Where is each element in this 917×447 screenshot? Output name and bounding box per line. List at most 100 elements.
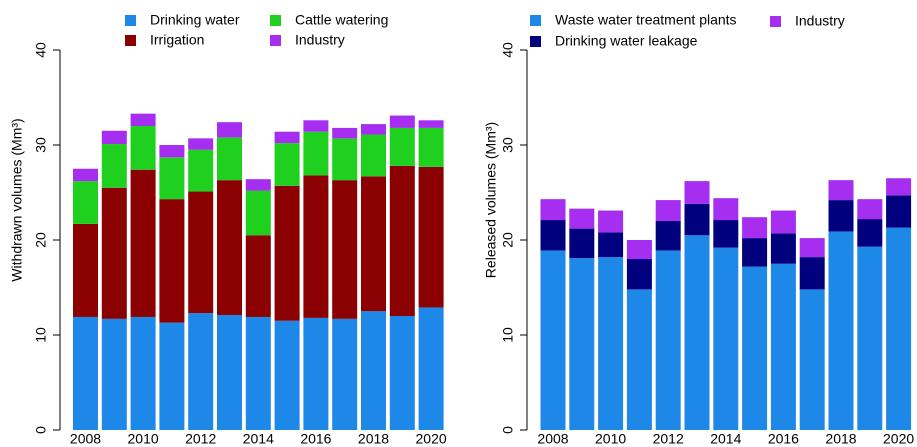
bar-segment (418, 120, 444, 128)
legend-swatch (530, 36, 541, 47)
x-tick-label: 2012 (185, 431, 216, 447)
bar-segment (217, 122, 242, 138)
bar-segment (303, 131, 329, 176)
legend-swatch (125, 15, 136, 26)
bar-segment (303, 175, 329, 318)
bar-segment (418, 166, 444, 308)
legend-label: Drinking water leakage (555, 33, 698, 49)
bar-segment (159, 157, 185, 200)
bar-segment (188, 149, 214, 192)
y-axis-label: Released volumes (Mm³) (483, 122, 499, 278)
bar-segment (886, 195, 912, 228)
bar-segment (303, 317, 329, 430)
legend-label: Cattle watering (295, 12, 388, 28)
y-tick-label: 20 (33, 232, 49, 248)
bar-segment (569, 258, 595, 430)
bar-segment (101, 318, 127, 430)
bar-segment (684, 235, 710, 430)
bar-segment (770, 263, 796, 430)
x-tick-label: 2010 (128, 431, 159, 447)
bar-segment (245, 316, 271, 430)
bar-segment (799, 257, 825, 290)
bar-segment (332, 138, 358, 181)
bar-segment (188, 313, 214, 430)
bar-segment (217, 180, 242, 316)
bar-segment (598, 210, 624, 233)
legend-swatch (770, 16, 781, 27)
x-tick-label: 2016 (768, 431, 799, 447)
legend-swatch (530, 15, 541, 26)
y-tick-label: 20 (500, 232, 516, 248)
legend-label: Waste water treatment plants (555, 12, 737, 28)
bar-segment (713, 220, 739, 248)
bar-segment (799, 238, 825, 258)
bar-segment (418, 127, 444, 167)
bar-segment (361, 176, 386, 312)
bar-segment (828, 200, 854, 232)
bar-segment (332, 318, 358, 430)
legend-label: Industry (795, 13, 845, 29)
bar-segment (626, 240, 652, 259)
x-tick-label: 2014 (710, 431, 741, 447)
legend-swatch (270, 35, 281, 46)
bar-segment (274, 131, 300, 144)
bar-segment (130, 113, 156, 126)
x-tick-label: 2020 (416, 431, 447, 447)
bar-segment (684, 203, 710, 236)
y-axis-label: Withdrawn volumes (Mm³) (9, 118, 25, 281)
y-tick-label: 40 (500, 42, 516, 58)
bar-segment (540, 250, 566, 430)
bar-segment (684, 181, 710, 204)
bar-segment (713, 198, 739, 221)
bar-segment (886, 178, 912, 196)
x-tick-label: 2012 (653, 431, 684, 447)
bar-segment (598, 257, 624, 430)
bar-segment (828, 231, 854, 430)
x-tick-label: 2016 (300, 431, 331, 447)
bar-segment (569, 228, 595, 259)
bar-segment (799, 289, 825, 430)
bar-segment (598, 232, 624, 258)
bar-segment (770, 210, 796, 234)
legend-swatch (125, 35, 136, 46)
y-tick-label: 10 (500, 327, 516, 343)
x-tick-label: 2008 (537, 431, 568, 447)
y-tick-label: 0 (33, 426, 49, 434)
legend-label: Drinking water (150, 12, 240, 28)
bar-segment (274, 320, 300, 430)
bar-segment (857, 219, 883, 247)
y-tick-label: 30 (500, 137, 516, 153)
bar-segment (569, 208, 595, 229)
bar-segment (217, 137, 242, 181)
bar-segment (159, 145, 185, 158)
x-tick-label: 2020 (883, 431, 914, 447)
bar-segment (540, 199, 566, 221)
bar-segment (742, 266, 768, 430)
bar-segment (73, 181, 98, 224)
bar-segment (101, 144, 127, 188)
bar-segment (188, 191, 214, 314)
bar-segment (886, 227, 912, 430)
bar-segment (73, 316, 98, 430)
bar-segment (389, 115, 415, 128)
bar-segment (742, 217, 768, 239)
bar-segment (159, 199, 185, 323)
bar-segment (655, 200, 681, 221)
bar-segment (245, 235, 271, 317)
bar-segment (101, 130, 127, 145)
x-tick-label: 2018 (825, 431, 856, 447)
bar-segment (361, 124, 386, 135)
bar-segment (361, 134, 386, 177)
bar-segment (626, 259, 652, 290)
y-tick-label: 30 (33, 137, 49, 153)
bar-segment (389, 165, 415, 316)
legend-label: Industry (295, 32, 345, 48)
bar-segment (245, 190, 271, 236)
legend-label: Irrigation (150, 32, 204, 48)
y-tick-label: 10 (33, 327, 49, 343)
bar-segment (73, 223, 98, 317)
bar-segment (655, 221, 681, 251)
bar-segment (159, 322, 185, 430)
legend-swatch (270, 15, 281, 26)
bar-segment (857, 246, 883, 430)
